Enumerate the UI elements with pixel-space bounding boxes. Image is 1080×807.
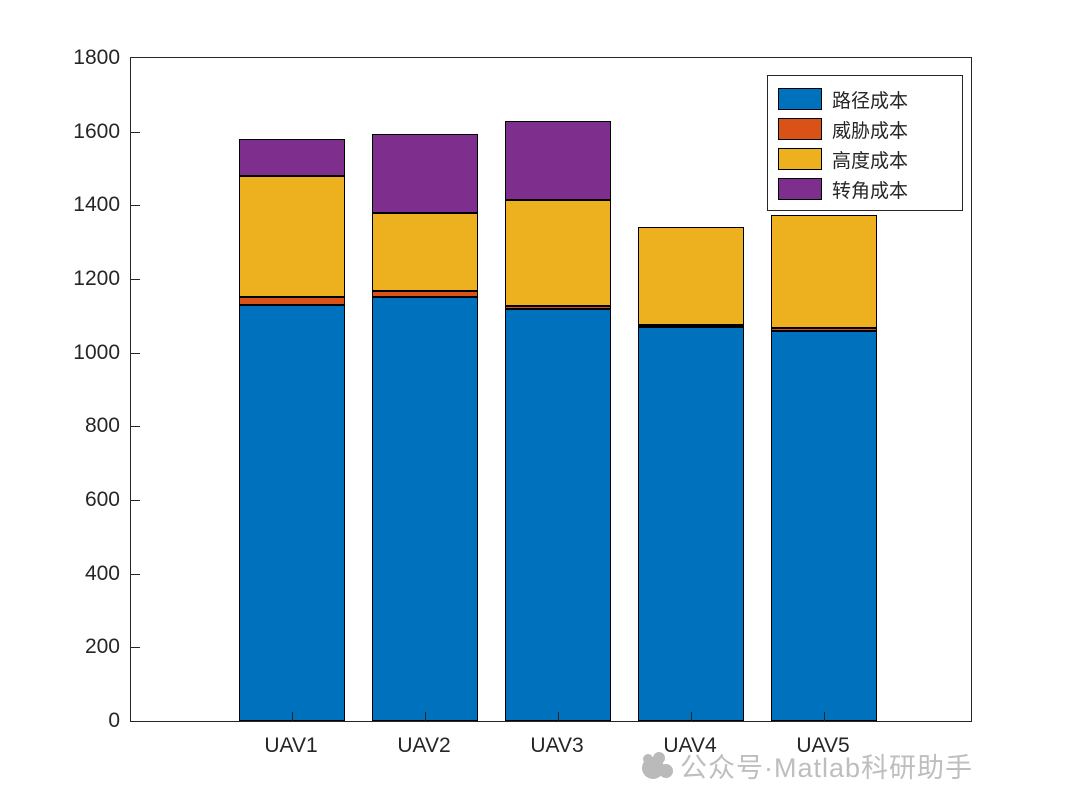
x-tick-label: UAV5: [796, 734, 850, 757]
x-tick-mark: [691, 712, 692, 721]
y-tick-mark: [131, 352, 140, 354]
x-tick-label: UAV3: [530, 734, 584, 757]
y-tick-mark: [131, 500, 140, 501]
bar-segment: [239, 297, 345, 305]
legend: 路径成本威胁成本高度成本转角成本: [767, 75, 963, 211]
y-tick-label: 200: [84, 635, 120, 659]
y-tick-mark: [131, 647, 140, 649]
x-tick-mark: [425, 712, 426, 721]
bar-segment: [638, 326, 744, 721]
watermark-logo-icon: [642, 751, 673, 779]
legend-swatch: [778, 88, 822, 110]
bar-segment: [372, 290, 478, 298]
y-tick-label: 1400: [73, 193, 120, 217]
y-tick-label: 800: [84, 414, 120, 438]
legend-entry: 威胁成本: [768, 114, 962, 144]
x-tick-mark: [558, 712, 559, 721]
y-tick-mark: [131, 573, 140, 575]
y-tick-label: 1000: [73, 340, 120, 364]
x-tick-mark: [824, 712, 825, 721]
bar-segment: [505, 199, 611, 306]
bar-segment: [239, 175, 345, 298]
x-tick-label: UAV4: [663, 734, 717, 757]
legend-entry: 高度成本: [768, 144, 962, 174]
y-tick-label: 1800: [73, 46, 120, 69]
y-tick-label: 1200: [73, 267, 120, 290]
legend-label: 威胁成本: [832, 120, 909, 142]
legend-entry: 路径成本: [768, 84, 962, 114]
x-tick-label: UAV1: [264, 734, 318, 757]
bar-segment: [505, 305, 611, 310]
bar-segment: [638, 227, 744, 325]
bar-segment: [372, 212, 478, 291]
bar-segment: [239, 139, 345, 176]
bar-segment: [505, 120, 611, 200]
bar-segment: [638, 324, 744, 327]
y-tick-mark: [131, 205, 140, 207]
y-tick-mark: [131, 131, 140, 133]
legend-label: 路径成本: [832, 90, 909, 112]
bar-segment: [372, 133, 478, 213]
bar-segment: [372, 297, 478, 721]
watermark: 公众号·Matlab科研助手: [640, 746, 973, 785]
bar-segment: [771, 214, 877, 328]
y-tick-label: 1600: [73, 119, 120, 143]
y-tick-label: 600: [84, 488, 120, 511]
y-tick-label: 400: [84, 561, 120, 585]
y-tick-label: 0: [108, 709, 120, 732]
bar-segment: [239, 304, 345, 721]
bar-segment: [771, 327, 877, 331]
legend-label: 高度成本: [832, 150, 909, 172]
y-tick-mark: [131, 279, 140, 280]
x-tick-mark: [292, 712, 293, 721]
legend-swatch: [778, 118, 822, 140]
x-tick-label: UAV2: [397, 734, 451, 757]
y-tick-mark: [131, 426, 140, 428]
watermark-text: 公众号·Matlab科研助手: [680, 753, 974, 783]
legend-swatch: [778, 148, 822, 170]
legend-swatch: [778, 178, 822, 200]
legend-label: 转角成本: [832, 180, 909, 202]
bar-segment: [771, 330, 877, 721]
legend-entry: 转角成本: [768, 174, 962, 204]
bar-segment: [505, 309, 611, 721]
